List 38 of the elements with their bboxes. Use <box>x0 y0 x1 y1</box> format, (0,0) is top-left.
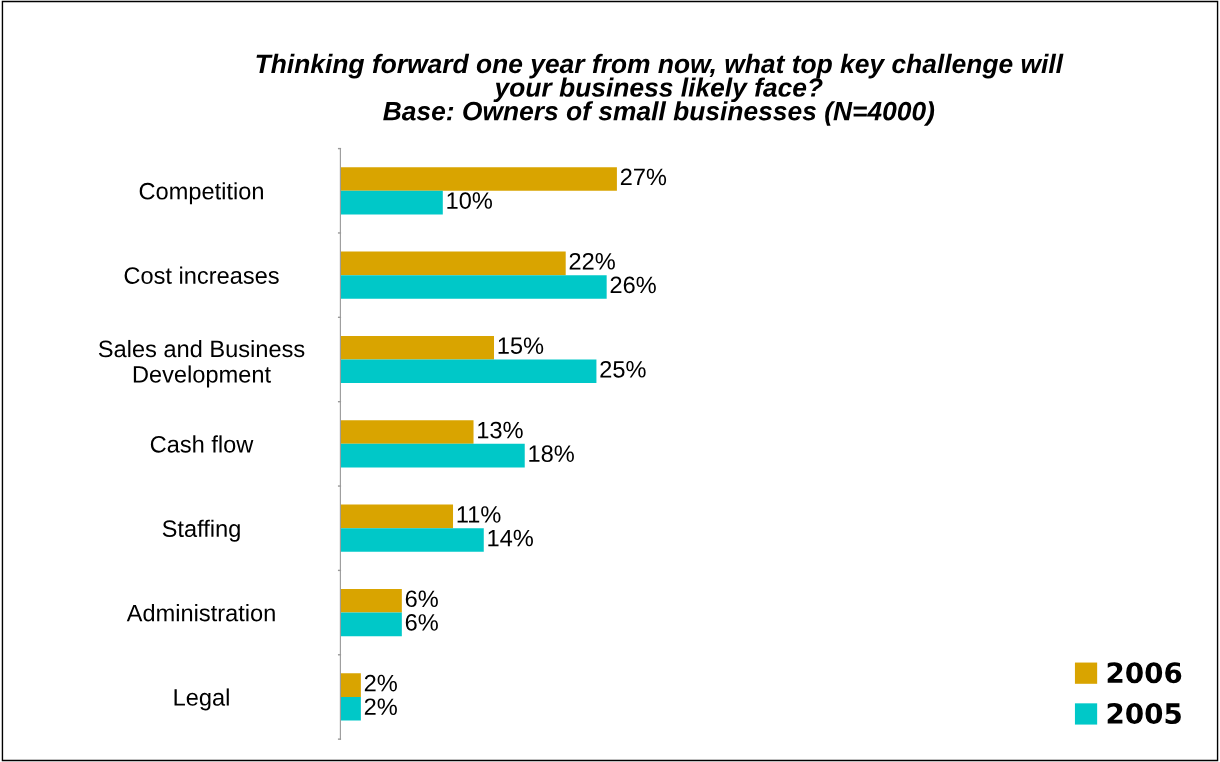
bar <box>340 167 617 191</box>
bar <box>340 420 474 444</box>
legend-label: 2005 <box>1107 702 1181 724</box>
data-label: 2% <box>364 674 397 692</box>
bar <box>340 335 495 360</box>
y-tick-label: Cost increases <box>124 266 279 284</box>
bar <box>340 528 484 552</box>
data-label: 22% <box>569 252 615 270</box>
legend-label: 2006 <box>1107 662 1182 684</box>
data-label: 25% <box>600 360 646 378</box>
y-tick-label: Competition <box>139 182 263 205</box>
bar <box>340 673 361 697</box>
data-label: 15% <box>498 337 544 355</box>
bar <box>340 275 607 299</box>
bar <box>340 443 525 468</box>
data-label: 2% <box>364 698 397 716</box>
y-tick-label: Cash flow <box>150 435 254 453</box>
data-label: 13% <box>478 421 523 439</box>
bar <box>340 190 443 215</box>
y-tick-label: Administration <box>126 604 275 622</box>
data-label: 14% <box>488 529 533 547</box>
data-label: 26% <box>610 276 656 294</box>
bar <box>340 504 454 529</box>
data-label: 6% <box>405 614 438 631</box>
data-label: 18% <box>529 445 574 463</box>
data-label: 6% <box>405 590 438 608</box>
data-label: 27% <box>620 168 667 186</box>
bar <box>340 251 566 276</box>
bar <box>340 696 361 721</box>
bar <box>340 612 402 637</box>
chart-title: Thinking forward one year from now, what top key challenge will your business likely face? Base: Owners of small businesses (N=4000) <box>256 53 1064 126</box>
data-label: 11% <box>457 506 501 523</box>
data-label: 10% <box>447 192 492 209</box>
y-tick-label: Staffing <box>162 519 240 542</box>
bar <box>340 359 597 384</box>
y-tick-label: Legal <box>174 688 229 711</box>
y-tick-label: Sales and Business Development <box>98 339 305 388</box>
bar <box>340 588 402 613</box>
